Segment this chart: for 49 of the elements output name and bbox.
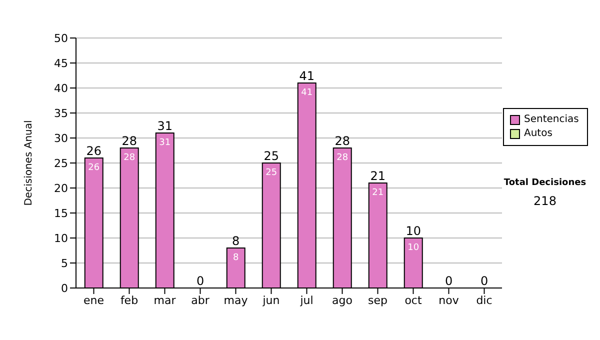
y-tick-label: 45 [54, 56, 68, 70]
y-tick-label: 40 [54, 82, 68, 95]
total-label: 28 [334, 134, 350, 148]
text: 218 [532, 194, 558, 208]
y-axis-title: Decisiones Anual [24, 120, 35, 206]
total-label: 8 [232, 234, 240, 248]
y-tick-label: 25 [54, 156, 68, 170]
text: Total Decisiones [502, 178, 588, 188]
x-tick-label: jul [299, 294, 314, 307]
total-label: 10 [406, 224, 422, 238]
data-label: 21 [372, 188, 384, 198]
total-label: 26 [86, 144, 102, 158]
x-tick-label: oct [404, 294, 422, 307]
y-tick-label: 30 [54, 132, 68, 145]
data-label: 25 [266, 168, 278, 178]
x-tick-label: mar [154, 294, 176, 307]
total-label: 31 [157, 119, 173, 133]
x-tick-label: jun [262, 294, 280, 307]
total-label: 25 [264, 149, 280, 163]
y-tick-label: 0 [61, 282, 68, 295]
y-tick-label: 35 [54, 106, 68, 120]
total-label: 28 [122, 134, 138, 148]
y-tick-label: 20 [54, 182, 68, 195]
y-tick-label: 10 [54, 232, 68, 245]
x-tick-label: abr [191, 294, 210, 307]
x-tick-label: feb [120, 294, 138, 307]
total-label: 21 [370, 169, 386, 183]
legend-label: Autos [524, 127, 552, 141]
data-label: 8 [233, 253, 240, 263]
x-tick-label: ago [332, 294, 353, 307]
total-label: 0 [196, 274, 204, 288]
y-tick-label: 5 [61, 256, 68, 270]
x-tick-label: ene [83, 294, 104, 307]
y-tick-label: 50 [54, 32, 68, 45]
total-label: 41 [299, 69, 315, 83]
data-label: 28 [124, 153, 136, 163]
data-label: 31 [159, 138, 171, 148]
total-label: 0 [445, 274, 453, 288]
y-tick-label: 15 [54, 206, 68, 220]
x-tick-label: nov [438, 294, 460, 307]
total-label: 0 [480, 274, 488, 288]
x-tick-label: dic [476, 294, 492, 307]
data-label: 28 [336, 153, 348, 163]
data-label: 41 [301, 88, 313, 98]
x-tick-label: sep [368, 294, 388, 307]
data-label: 26 [88, 163, 100, 173]
x-tick-label: may [224, 294, 248, 307]
legend-label: Sentencias [524, 113, 579, 127]
data-label: 10 [408, 243, 420, 253]
